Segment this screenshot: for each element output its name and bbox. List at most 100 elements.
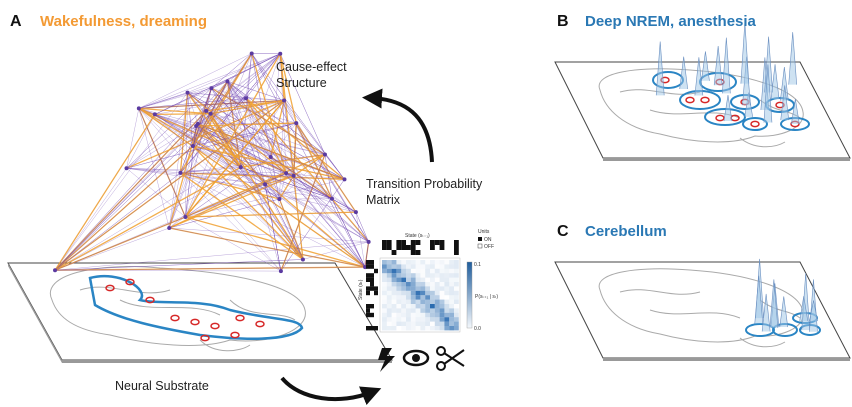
tpm-cell [387,282,392,286]
eye-icon [404,351,428,365]
tpm-cell [401,313,406,317]
scissors-icon [437,347,464,370]
tpm-cell [387,322,392,326]
tpm-cell [382,264,387,268]
panel-letter: C [557,223,569,240]
tpm-cell [440,260,445,264]
tpm-cell [420,313,425,317]
tpm-cell [387,308,392,312]
tpm-cell [396,291,401,295]
tpm-cell [392,313,397,317]
tpm-cell [425,273,430,277]
node [204,109,208,113]
tpm-cell [454,291,459,295]
state-bit [454,240,459,245]
tpm-cell [382,286,387,290]
node [183,215,187,219]
tpm-cell [420,291,425,295]
tpm-cell [420,273,425,277]
edge [127,114,155,168]
tpm-cell [430,282,435,286]
tpm-cell [416,295,421,299]
tpm-cell [401,304,406,308]
tpm-cell [435,282,440,286]
tpm-cell [406,295,411,299]
tpm-cell [392,308,397,312]
state-bit [366,291,370,295]
panel-letter: B [557,13,569,30]
state-bit [370,260,374,264]
tpm-cell [420,304,425,308]
tpm-cell [392,278,397,282]
tpm-cell [440,282,445,286]
tpm-cell [382,322,387,326]
tpm-cell [411,269,416,273]
tpm-cell [396,308,401,312]
state-bit [366,326,370,330]
tpm-cell [396,264,401,268]
edge [356,212,369,242]
tpm-cell [382,308,387,312]
state-bit [374,269,378,273]
tpm-cell [392,322,397,326]
tpm-cell [416,282,421,286]
node [53,268,57,272]
state-bit [366,286,370,290]
tpm-cell [425,304,430,308]
tpm-cell [382,273,387,277]
legend-swatch [478,244,482,248]
tpm-cell [411,308,416,312]
node [330,197,334,201]
tpm-cell [411,313,416,317]
tpm-cell [444,273,449,277]
tpm-cell [444,295,449,299]
tpm-cell [440,269,445,273]
tpm-cell [435,273,440,277]
tpm-cell [387,304,392,308]
tpm-cell [396,260,401,264]
tpm-cell [387,286,392,290]
state-bit [370,326,374,330]
tpm-cell [411,295,416,299]
legend-swatch [478,237,482,241]
tpm-cell [425,278,430,282]
node [209,112,213,116]
state-bit [366,273,370,277]
tpm-cell [440,278,445,282]
tpm-cell [392,304,397,308]
tpm-cell [454,269,459,273]
state-bit [396,240,401,245]
tpm-cell [382,313,387,317]
state-bit [454,245,459,250]
tpm-cell [435,286,440,290]
node [167,226,171,230]
tpm-cell [435,322,440,326]
tpm-cell [411,264,416,268]
tpm-cell [401,282,406,286]
tpm-cell [401,295,406,299]
node [153,112,157,116]
tpm-cell [416,286,421,290]
tpm-cell [396,304,401,308]
edge [127,108,139,168]
tpm-cell [420,286,425,290]
tpm-cell [449,322,454,326]
state-bit [416,250,421,255]
node [137,106,141,110]
tpm-cell [454,322,459,326]
tpm-cell [420,295,425,299]
tpm-cell [440,326,445,330]
tpm-cell [387,291,392,295]
tpm-cell [401,264,406,268]
tpm-cell [387,295,392,299]
tpm-cell [392,317,397,321]
tpm-cell [440,300,445,304]
node [244,96,248,100]
tpm-cell [382,300,387,304]
tpm-cell [396,300,401,304]
tpm-cell [406,313,411,317]
node [269,155,273,159]
tpm-cell [444,278,449,282]
tpm-cell [444,322,449,326]
